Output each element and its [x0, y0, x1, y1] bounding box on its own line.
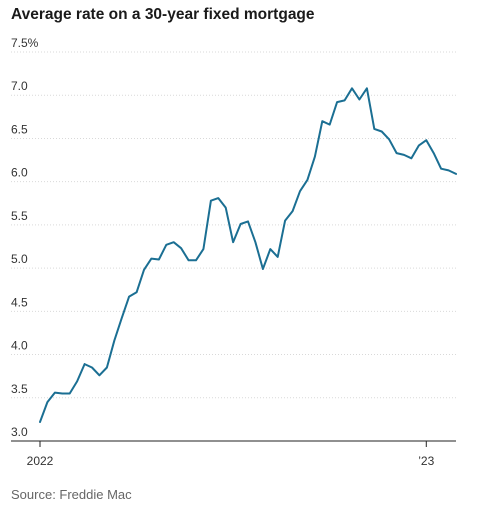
x-tick-label: ’23 [418, 454, 434, 468]
chart-title: Average rate on a 30-year fixed mortgage [11, 6, 315, 23]
y-tick-label: 4.5 [11, 295, 28, 309]
series-line-mortgage-rate [39, 87, 457, 423]
y-tick-label: 3.5 [11, 382, 28, 396]
y-tick-label: 7.5% [11, 36, 39, 50]
y-tick-label: 5.5 [11, 209, 28, 223]
y-tick-label: 3.0 [11, 425, 28, 439]
chart-source: Source: Freddie Mac [11, 487, 132, 502]
y-tick-label: 5.0 [11, 252, 28, 266]
y-tick-label: 7.0 [11, 79, 28, 93]
y-tick-label: 6.0 [11, 166, 28, 180]
y-tick-label: 6.5 [11, 122, 28, 136]
y-tick-label: 4.0 [11, 339, 28, 353]
x-tick-label: 2022 [27, 454, 54, 468]
